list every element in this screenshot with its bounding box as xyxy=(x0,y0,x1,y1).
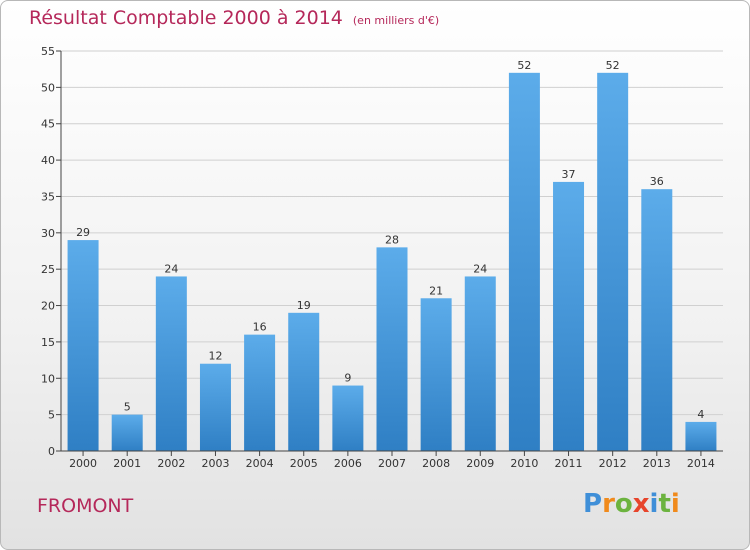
title-text: Résultat Comptable 2000 à 2014 xyxy=(29,7,343,29)
data-label-2009: 24 xyxy=(473,262,487,275)
data-label-2006: 9 xyxy=(344,372,351,385)
x-tick-label-2004: 2004 xyxy=(246,457,274,470)
x-tick-label-2003: 2003 xyxy=(201,457,229,470)
data-label-2005: 19 xyxy=(297,299,311,312)
data-label-2012: 52 xyxy=(606,59,620,72)
y-tick-label: 0 xyxy=(48,445,55,458)
x-tick-label-2010: 2010 xyxy=(510,457,538,470)
bar-2010 xyxy=(508,72,540,452)
x-tick-label-2001: 2001 xyxy=(113,457,141,470)
bar-2004 xyxy=(244,334,276,451)
bar-2012 xyxy=(597,72,629,452)
data-label-2008: 21 xyxy=(429,284,443,297)
bar-2014 xyxy=(685,421,717,451)
bar-2008 xyxy=(420,298,452,451)
y-tick-label: 5 xyxy=(48,409,55,422)
x-tick-label-2009: 2009 xyxy=(466,457,494,470)
data-label-2007: 28 xyxy=(385,233,399,246)
data-label-2003: 12 xyxy=(208,350,222,363)
y-tick-label: 35 xyxy=(41,190,55,203)
bar-2002 xyxy=(155,276,187,451)
bar-2005 xyxy=(288,312,320,451)
bar-2000 xyxy=(67,240,99,451)
data-label-2010: 52 xyxy=(517,59,531,72)
logo-letter: i xyxy=(670,489,680,519)
labels: 0 5 10 15 20 25 30 35 40 45 50 55 29 2000 5 2001 24 2002 1… xyxy=(41,45,715,470)
logo-letter: t xyxy=(658,489,671,519)
x-tick-label-2006: 2006 xyxy=(334,457,362,470)
proxiti-logo: Proxiti xyxy=(583,489,680,519)
unit-text: (en milliers d'€) xyxy=(352,14,440,27)
logo-letter: x xyxy=(632,489,650,519)
bar-2003 xyxy=(199,363,231,451)
logo-letter: i xyxy=(649,489,659,519)
data-label-2001: 5 xyxy=(124,401,131,414)
data-label-2000: 29 xyxy=(76,226,90,239)
y-tick-label: 15 xyxy=(41,336,55,349)
x-tick-label-2012: 2012 xyxy=(599,457,627,470)
data-label-2014: 4 xyxy=(697,408,704,421)
x-tick-label-2007: 2007 xyxy=(378,457,406,470)
bar-2001 xyxy=(111,414,143,451)
x-tick-label-2014: 2014 xyxy=(687,457,715,470)
logo-letter: r xyxy=(602,489,615,519)
y-tick-label: 50 xyxy=(41,81,55,94)
y-tick-label: 45 xyxy=(41,118,55,131)
data-label-2011: 37 xyxy=(562,168,576,181)
commune-name: FROMONT xyxy=(37,495,134,517)
x-tick-label-2005: 2005 xyxy=(290,457,318,470)
axes xyxy=(56,50,723,456)
bar-2006 xyxy=(332,385,364,451)
bar-2013 xyxy=(641,189,673,451)
y-tick-label: 55 xyxy=(41,45,55,58)
y-tick-label: 30 xyxy=(41,227,55,240)
x-tick-label-2000: 2000 xyxy=(69,457,97,470)
bar-2007 xyxy=(376,247,408,451)
logo-letter: o xyxy=(614,489,633,519)
y-tick-label: 20 xyxy=(41,300,55,313)
x-tick-label-2013: 2013 xyxy=(643,457,671,470)
data-label-2002: 24 xyxy=(164,262,178,275)
x-tick-label-2011: 2011 xyxy=(555,457,583,470)
chart-title: Résultat Comptable 2000 à 2014 (en millie… xyxy=(29,7,439,29)
bars xyxy=(67,72,717,452)
bar-2011 xyxy=(553,181,585,451)
y-tick-label: 40 xyxy=(41,154,55,167)
bar-2009 xyxy=(464,276,496,451)
y-tick-label: 25 xyxy=(41,263,55,276)
x-tick-label-2008: 2008 xyxy=(422,457,450,470)
logo-letter: P xyxy=(583,489,603,519)
y-tick-label: 10 xyxy=(41,372,55,385)
data-label-2004: 16 xyxy=(253,321,267,334)
x-tick-label-2002: 2002 xyxy=(157,457,185,470)
data-label-2013: 36 xyxy=(650,175,664,188)
